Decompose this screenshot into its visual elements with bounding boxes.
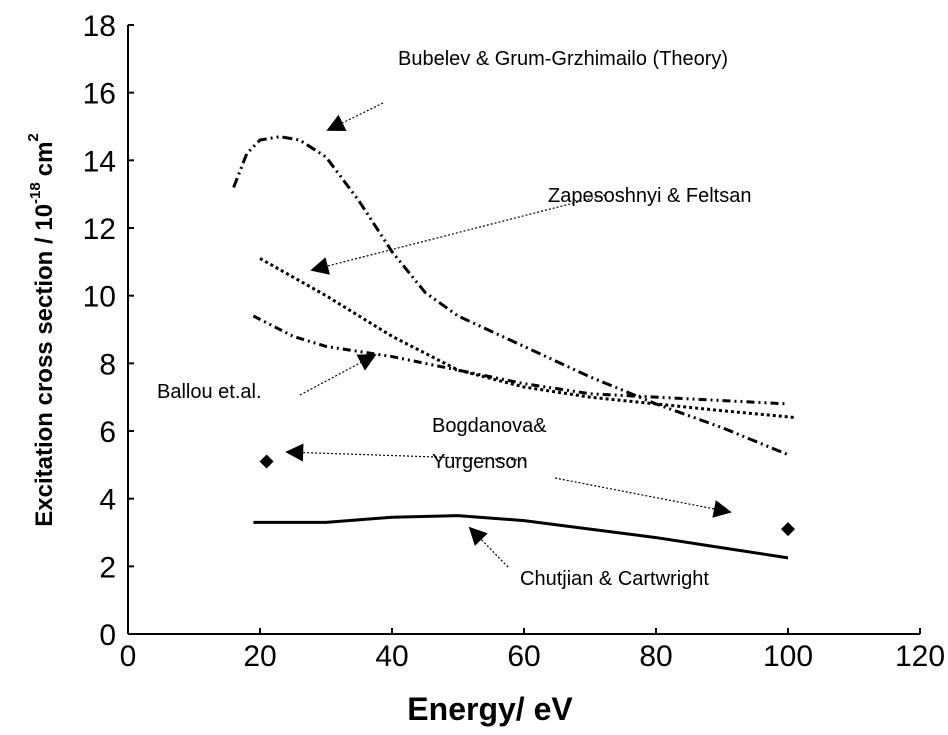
y-tick-label: 18 [83,10,116,43]
annotation-arrow [310,194,606,275]
annotation: Yurgenson [432,451,528,473]
data-point [781,522,795,537]
annotation-arrow [554,477,732,518]
y-axis-label: Excitation cross section / 10-18cm2 [25,133,58,527]
x-tick-label: 60 [507,640,540,673]
annotation-arrow [299,354,377,396]
annotation: Bubelev & Grum-Grzhimailo (Theory) [398,48,728,70]
data-point [259,454,274,469]
y-tick-label: 14 [83,145,116,178]
x-tick-label: 100 [763,640,813,673]
x-axis-label: Energy/ eV [407,691,573,727]
annotation-arrow [468,526,509,568]
annotation: Bogdanova& [432,415,547,437]
x-tick-label: 120 [895,640,945,673]
x-tick-label: 0 [120,640,137,673]
x-tick-label: 80 [639,640,672,673]
y-tick-label: 16 [83,78,116,111]
annotation: Ballou et.al. [157,381,262,403]
series-line [253,514,789,560]
y-tick-label: 0 [99,619,116,652]
y-tick-label: 8 [99,348,116,381]
x-tick-label: 40 [375,640,408,673]
annotation: Chutjian & Cartwright [520,568,709,590]
x-tick-label: 20 [243,640,276,673]
y-tick-label: 6 [99,416,116,449]
series-line [259,257,795,419]
annotation: Zapesoshnyi & Feltsan [548,185,751,207]
annotation-arrow [326,102,384,131]
series-line [252,314,789,406]
y-tick-label: 4 [99,484,116,517]
y-tick-label: 12 [83,213,116,246]
y-tick-label: 10 [83,281,116,314]
y-tick-label: 2 [99,551,116,584]
